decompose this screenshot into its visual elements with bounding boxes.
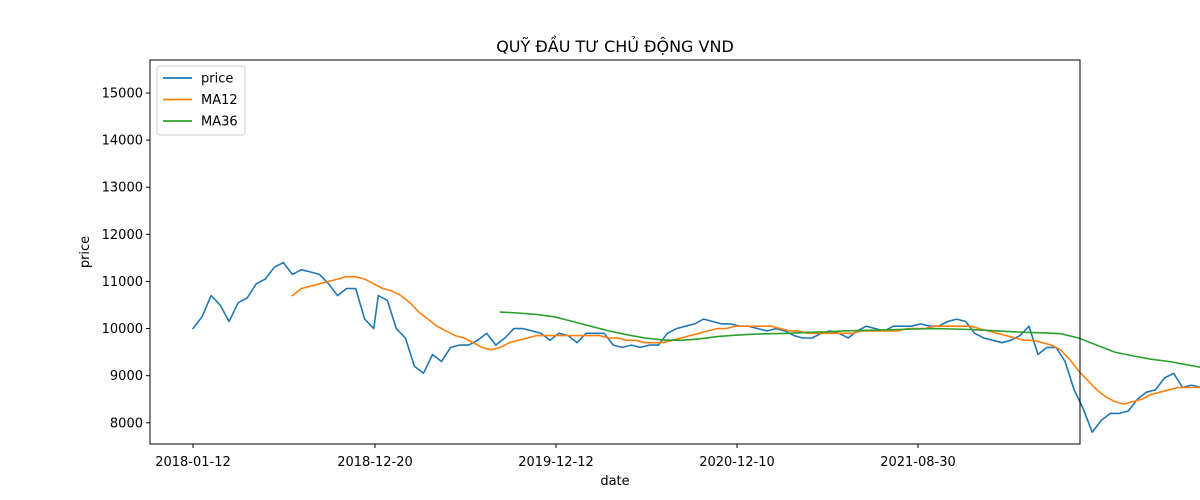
series-ma12-line — [291, 275, 1200, 405]
legend-label-price: price — [201, 72, 233, 87]
x-tick-label: 2018-01-12 — [155, 455, 231, 470]
chart-title: QUỸ ĐẦU TƯ CHỦ ĐỘNG VND — [496, 35, 734, 56]
y-tick-label: 13000 — [102, 181, 143, 196]
y-tick-label: 10000 — [102, 322, 143, 337]
plot-area-frame — [149, 59, 1081, 445]
y-tick-label: 15000 — [102, 86, 143, 101]
y-tick-label: 9000 — [110, 369, 143, 384]
y-tick-label: 14000 — [102, 134, 143, 149]
x-tick-label: 2020-12-10 — [699, 455, 775, 470]
y-tick-label: 8000 — [110, 416, 143, 431]
x-axis-title: date — [600, 474, 629, 489]
y-tick-label: 12000 — [102, 228, 143, 243]
series-price-line — [192, 261, 1200, 433]
legend-box — [156, 65, 246, 136]
y-tick-label: 11000 — [102, 275, 143, 290]
y-axis: 8000 9000 10000 11000 12000 13000 14000 15000 — [102, 86, 150, 431]
legend: price MA12 MA36 — [156, 65, 246, 136]
x-tick-label: 2021-08-30 — [880, 455, 956, 470]
x-tick-label: 2018-12-20 — [337, 455, 413, 470]
x-tick-label: 2019-12-12 — [518, 455, 594, 470]
series-ma36-line — [499, 311, 1200, 368]
legend-label-ma36: MA36 — [201, 115, 238, 130]
x-axis: 2018-01-12 2018-12-20 2019-12-12 2020-12-10… — [155, 444, 956, 470]
series-layer — [192, 261, 1200, 433]
y-axis-title: price — [78, 236, 93, 268]
legend-label-ma12: MA12 — [201, 93, 238, 108]
